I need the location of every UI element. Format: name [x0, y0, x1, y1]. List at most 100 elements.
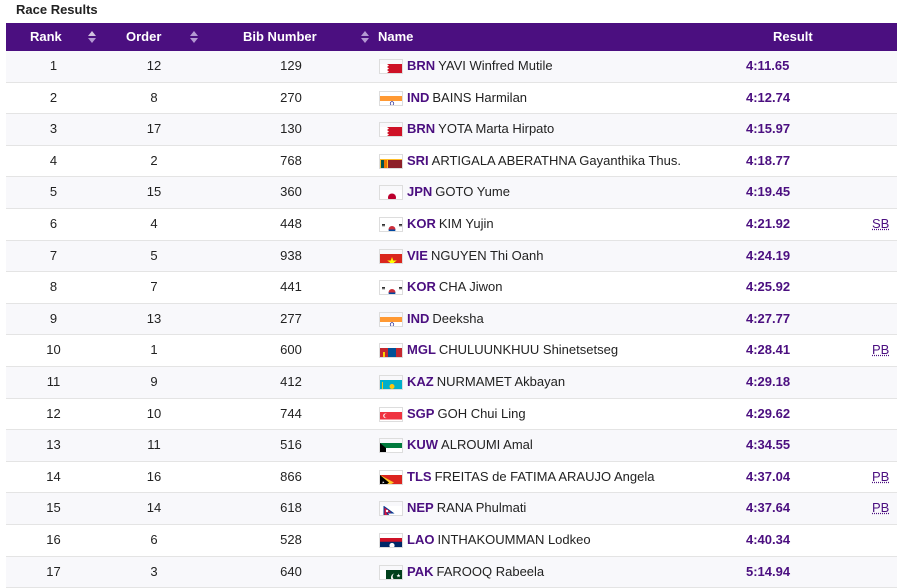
athlete-name[interactable]: KIM Yujin [439, 216, 494, 231]
result-cell: 4:40.34 [746, 525, 836, 555]
brn-flag-icon [379, 59, 403, 74]
record-note[interactable]: SB [872, 209, 897, 239]
result-cell: 4:21.92 [746, 209, 836, 239]
country-code[interactable]: BRN [407, 58, 435, 73]
result-cell: 4:11.65 [746, 51, 836, 81]
athlete-name[interactable]: NURMAMET Akbayan [437, 374, 565, 389]
column-header-name[interactable]: Name [378, 23, 413, 51]
order-cell: 7 [104, 272, 204, 302]
record-note[interactable] [872, 146, 897, 176]
column-header-rank[interactable]: Rank [30, 23, 62, 51]
record-note[interactable] [872, 241, 897, 271]
record-note[interactable] [872, 177, 897, 207]
country-code[interactable]: TLS [407, 469, 432, 484]
athlete-name[interactable]: YAVI Winfred Mutile [438, 58, 552, 73]
lao-flag-icon [379, 533, 403, 548]
country-code[interactable]: KOR [407, 216, 436, 231]
athlete-name[interactable]: CHULUUNKHUU Shinetsetseg [439, 342, 618, 357]
ind-flag-icon [379, 312, 403, 327]
athlete-name[interactable]: CHA Jiwon [439, 279, 503, 294]
result-cell: 4:27.77 [746, 304, 836, 334]
vie-flag-icon [379, 249, 403, 264]
column-header-order[interactable]: Order [126, 23, 161, 51]
athlete-name[interactable]: GOTO Yume [435, 184, 510, 199]
country-code[interactable]: LAO [407, 532, 434, 547]
record-note[interactable] [872, 272, 897, 302]
result-cell: 4:15.97 [746, 114, 836, 144]
athlete-name[interactable]: YOTA Marta Hirpato [438, 121, 554, 136]
rank-cell: 14 [6, 462, 101, 492]
bib-cell: 270 [241, 83, 341, 113]
athlete-name[interactable]: ARTIGALA ABERATHNA Gayanthika Thus. [432, 153, 681, 168]
record-note[interactable] [872, 367, 897, 397]
athlete-name[interactable]: RANA Phulmati [437, 500, 527, 515]
record-note[interactable] [872, 51, 897, 81]
record-note[interactable] [872, 114, 897, 144]
country-code[interactable]: IND [407, 311, 429, 326]
country-code[interactable]: VIE [407, 248, 428, 263]
order-cell: 6 [104, 525, 204, 555]
brn-flag-icon [379, 122, 403, 137]
athlete-name[interactable]: ALROUMI Amal [441, 437, 533, 452]
athlete-name[interactable]: FREITAS de FATIMA ARAUJO Angela [435, 469, 655, 484]
sort-order-icon[interactable] [190, 31, 198, 43]
record-note[interactable]: PB [872, 493, 897, 523]
sort-bib-icon[interactable] [361, 31, 369, 43]
order-cell: 17 [104, 114, 204, 144]
country-code[interactable]: NEP [407, 500, 434, 515]
order-cell: 2 [104, 146, 204, 176]
rank-cell: 10 [6, 335, 101, 365]
column-header-result[interactable]: Result [773, 23, 813, 51]
record-note[interactable] [872, 304, 897, 334]
record-note[interactable] [872, 430, 897, 460]
athlete-name[interactable]: INTHAKOUMMAN Lodkeo [437, 532, 590, 547]
country-code[interactable]: SGP [407, 406, 434, 421]
sort-rank-icon[interactable] [88, 31, 96, 43]
sgp-flag-icon [379, 407, 403, 422]
record-note[interactable]: PB [872, 462, 897, 492]
athlete-name[interactable]: NGUYEN Thi Oanh [431, 248, 543, 263]
record-note[interactable] [872, 83, 897, 113]
country-code[interactable]: PAK [407, 564, 433, 579]
nep-flag-icon [379, 501, 403, 516]
country-code[interactable]: KUW [407, 437, 438, 452]
record-note[interactable] [872, 399, 897, 429]
bib-cell: 640 [241, 557, 341, 587]
athlete-name[interactable]: BAINS Harmilan [432, 90, 527, 105]
athlete-name[interactable]: Deeksha [432, 311, 483, 326]
athlete-name[interactable]: FAROOQ Rabeela [436, 564, 544, 579]
column-header-bib[interactable]: Bib Number [243, 23, 317, 51]
country-code[interactable]: IND [407, 90, 429, 105]
record-note[interactable] [872, 557, 897, 587]
country-code[interactable]: SRI [407, 153, 429, 168]
country-code[interactable]: BRN [407, 121, 435, 136]
kor-flag-icon [379, 280, 403, 295]
country-code[interactable]: KOR [407, 279, 436, 294]
country-code[interactable]: JPN [407, 184, 432, 199]
athlete-name[interactable]: GOH Chui Ling [437, 406, 525, 421]
country-code[interactable]: KAZ [407, 374, 434, 389]
record-note[interactable]: PB [872, 335, 897, 365]
country-code[interactable]: MGL [407, 342, 436, 357]
record-note[interactable] [872, 525, 897, 555]
